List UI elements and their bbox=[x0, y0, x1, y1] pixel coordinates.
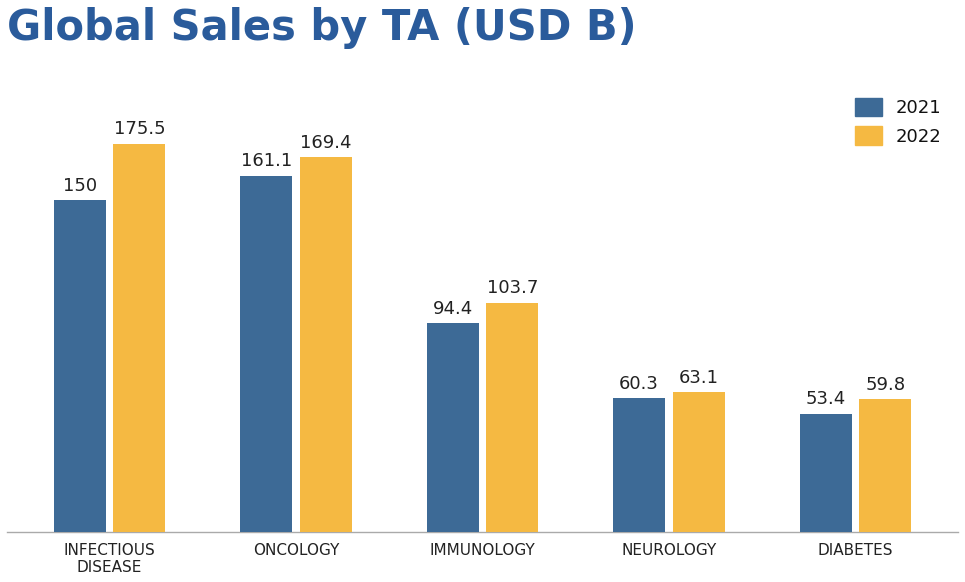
Bar bbox=[427, 323, 479, 531]
Bar bbox=[240, 176, 292, 531]
Bar bbox=[613, 398, 665, 531]
Text: 103.7: 103.7 bbox=[486, 279, 538, 297]
Bar bbox=[800, 414, 852, 531]
Bar bbox=[113, 144, 165, 531]
Text: 150: 150 bbox=[63, 177, 96, 195]
Text: 94.4: 94.4 bbox=[432, 300, 473, 318]
Legend: 2021, 2022: 2021, 2022 bbox=[847, 91, 949, 153]
Bar bbox=[54, 200, 106, 531]
Text: 161.1: 161.1 bbox=[240, 152, 291, 170]
Text: Global Sales by TA (USD B): Global Sales by TA (USD B) bbox=[7, 7, 637, 49]
Bar bbox=[673, 392, 725, 531]
Text: 60.3: 60.3 bbox=[620, 375, 659, 393]
Bar bbox=[486, 303, 538, 531]
Text: 175.5: 175.5 bbox=[114, 120, 165, 139]
Text: 63.1: 63.1 bbox=[678, 368, 719, 386]
Bar bbox=[859, 399, 911, 531]
Text: 59.8: 59.8 bbox=[866, 376, 905, 394]
Bar bbox=[300, 157, 352, 531]
Text: 53.4: 53.4 bbox=[806, 390, 845, 408]
Text: 169.4: 169.4 bbox=[300, 134, 351, 152]
